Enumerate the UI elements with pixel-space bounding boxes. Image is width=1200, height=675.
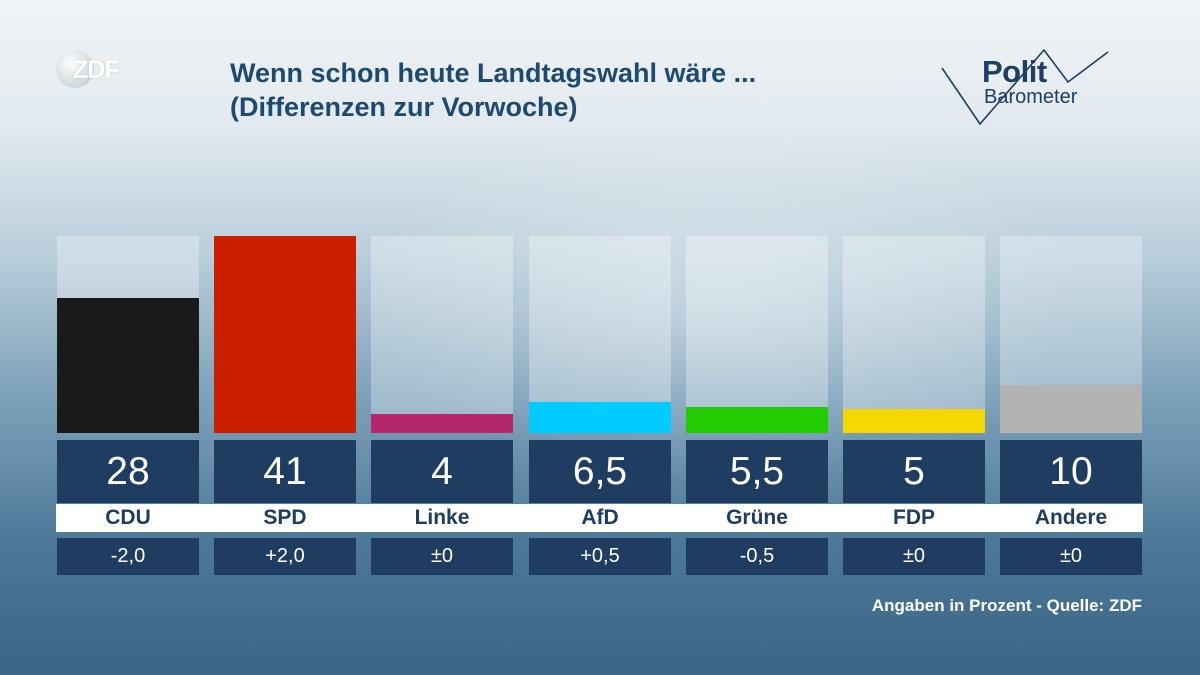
party-label-spd: SPD (263, 506, 307, 529)
party-label-afd: AfD (581, 506, 619, 529)
party-label-strip (56, 504, 1143, 532)
value-label-gr-ne: 5,5 (686, 440, 828, 503)
party-label-andere: Andere (1034, 506, 1108, 529)
difference-label-spd: +2,0 (214, 538, 356, 575)
difference-label-afd: +0,5 (529, 538, 671, 575)
chart-title-line-2: (Differenzen zur Vorwoche) (230, 92, 578, 122)
bar-andere (1000, 385, 1142, 433)
chart-title-line-1: Wenn schon heute Landtagswahl wäre ... (230, 58, 757, 88)
politbarometer-logo: Polit Barometer (940, 44, 1130, 130)
value-label-linke: 4 (371, 440, 513, 503)
value-label-afd: 6,5 (529, 440, 671, 503)
difference-label-andere: ±0 (1000, 538, 1142, 575)
party-label-linke: Linke (414, 506, 470, 529)
chart-title: Wenn schon heute Landtagswahl wäre ... (… (230, 56, 756, 124)
value-label-cdu: 28 (57, 440, 199, 503)
bar-track-cdu (57, 236, 199, 433)
bar-gr-ne (686, 407, 828, 433)
bar-track-linke (371, 236, 513, 433)
source-note: Angaben in Prozent - Quelle: ZDF (871, 596, 1142, 615)
politbarometer-word-polit: Polit (982, 54, 1047, 89)
politbarometer-word-barometer: Barometer (984, 86, 1078, 108)
difference-label-gr-ne: -0,5 (686, 538, 828, 575)
zdf-logo-text: ZDF (73, 56, 120, 84)
difference-label-cdu: -2,0 (57, 538, 199, 575)
bar-afd (529, 402, 671, 433)
bar-track-gr-ne (686, 236, 828, 433)
difference-label-linke: ±0 (371, 538, 513, 575)
party-label-fdp: FDP (893, 506, 935, 529)
value-label-fdp: 5 (843, 440, 985, 503)
bar-linke (371, 414, 513, 433)
value-label-andere: 10 (1000, 440, 1142, 503)
bar-track-afd (529, 236, 671, 433)
zdf-logo: ZDF (56, 50, 134, 88)
bar-fdp (843, 409, 985, 433)
bar-spd (214, 236, 356, 433)
bar-cdu (57, 298, 199, 433)
bar-track-spd (214, 236, 356, 433)
bar-track-fdp (843, 236, 985, 433)
party-label-cdu: CDU (105, 506, 151, 529)
difference-label-fdp: ±0 (843, 538, 985, 575)
bar-track-andere (1000, 236, 1142, 433)
politbarometer-checkmark-icon (941, 48, 1109, 126)
zdf-logo-disc (56, 50, 94, 88)
party-label-gr-ne: Grüne (726, 506, 788, 529)
value-label-spd: 41 (214, 440, 356, 503)
